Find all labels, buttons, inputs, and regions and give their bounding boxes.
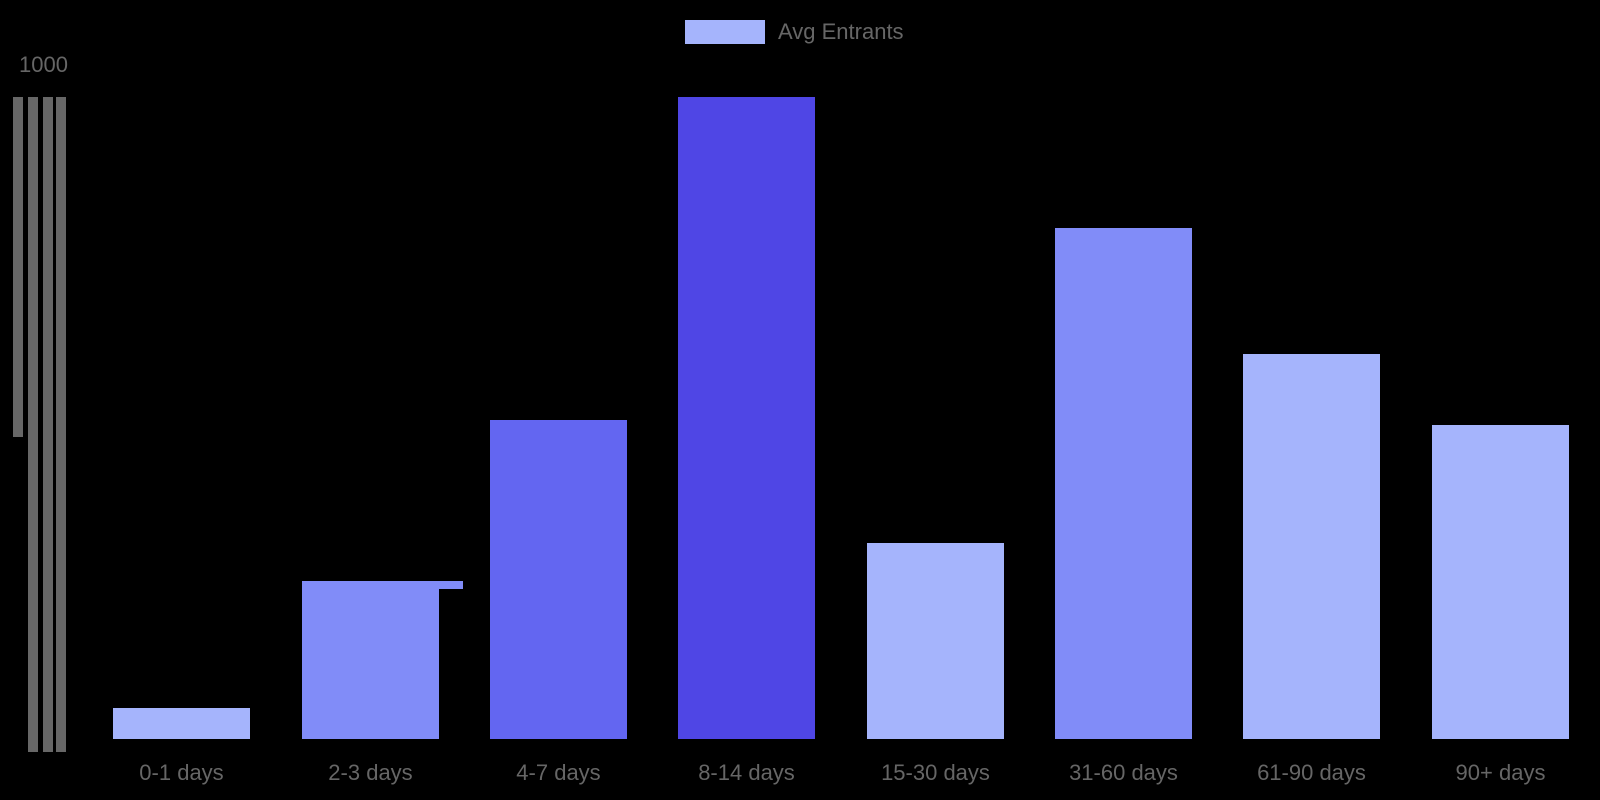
y-axis-label-artifact bbox=[43, 97, 53, 752]
x-tick-label: 2-3 days bbox=[328, 760, 413, 785]
x-tick-label: 15-30 days bbox=[881, 760, 990, 785]
y-axis-label-artifact bbox=[28, 97, 38, 752]
bar-61-90-days[interactable] bbox=[1243, 354, 1380, 739]
plot-area bbox=[80, 65, 1590, 739]
x-tick-label: 61-90 days bbox=[1257, 760, 1366, 785]
x-tick-label: 8-14 days bbox=[698, 760, 795, 785]
legend-swatch-avg-entrants[interactable] bbox=[685, 20, 765, 44]
x-tick-label: 31-60 days bbox=[1069, 760, 1178, 785]
y-axis-label-artifact bbox=[56, 97, 66, 752]
bar-render-artifact bbox=[438, 581, 463, 589]
bar-15-30-days[interactable] bbox=[867, 542, 1004, 739]
bar-0-1-days[interactable] bbox=[113, 708, 250, 739]
y-axis: 1000 bbox=[0, 0, 80, 800]
y-tick-label-max: 1000 bbox=[19, 52, 68, 77]
x-tick-label: 4-7 days bbox=[516, 760, 601, 785]
x-tick-label: 0-1 days bbox=[139, 760, 224, 785]
legend-label-avg-entrants[interactable]: Avg Entrants bbox=[778, 19, 904, 44]
bar-2-3-days[interactable] bbox=[302, 581, 439, 739]
bar-31-60-days[interactable] bbox=[1055, 228, 1192, 739]
bar-4-7-days[interactable] bbox=[490, 420, 627, 739]
y-axis-label-artifact bbox=[13, 97, 23, 437]
x-tick-label: 90+ days bbox=[1455, 760, 1546, 785]
bar-90-days[interactable] bbox=[1432, 424, 1569, 739]
chart-legend: Avg Entrants bbox=[685, 19, 904, 44]
bar-8-14-days[interactable] bbox=[678, 97, 815, 739]
